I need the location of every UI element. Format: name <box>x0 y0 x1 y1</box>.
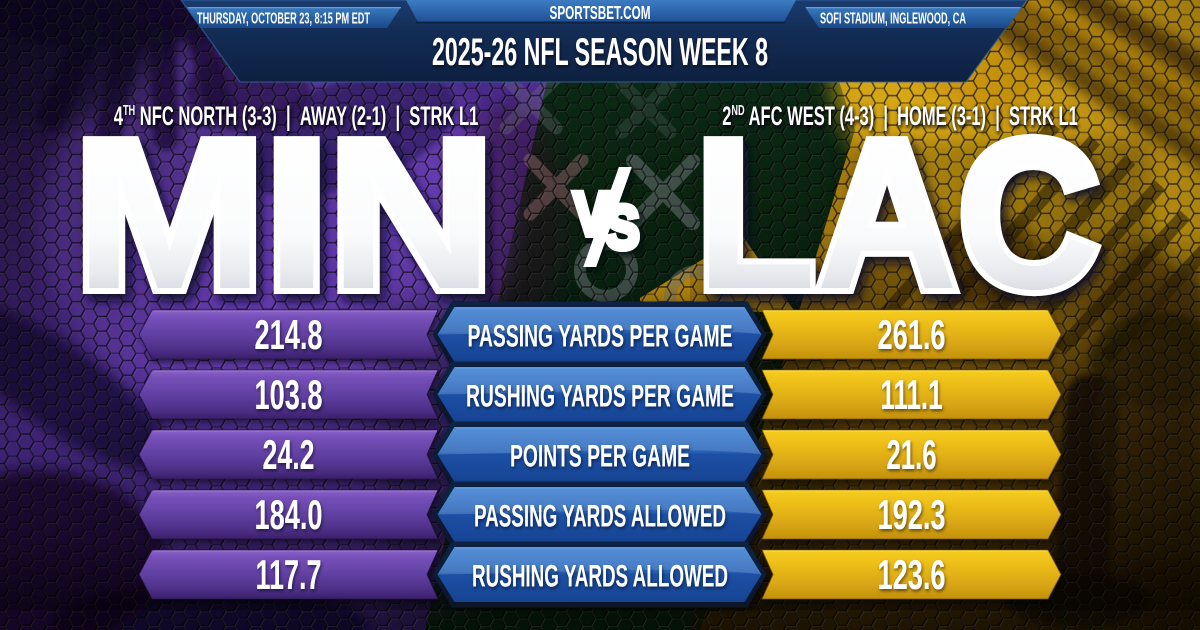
svg-text:SPORTSBET.COM: SPORTSBET.COM <box>550 2 651 23</box>
svg-text:RUSHING YARDS ALLOWED: RUSHING YARDS ALLOWED <box>472 558 728 594</box>
svg-text:192.3: 192.3 <box>878 491 946 538</box>
svg-text:103.8: 103.8 <box>255 371 323 418</box>
svg-text:2025-26 NFL SEASON WEEK 8: 2025-26 NFL SEASON WEEK 8 <box>432 31 768 74</box>
svg-text:RUSHING YARDS PER GAME: RUSHING YARDS PER GAME <box>466 378 734 414</box>
svg-text:117.7: 117.7 <box>256 551 322 598</box>
svg-text:POINTS PER GAME: POINTS PER GAME <box>510 438 690 474</box>
svg-text:PASSING YARDS ALLOWED: PASSING YARDS ALLOWED <box>474 498 726 534</box>
svg-text:261.6: 261.6 <box>878 311 946 358</box>
svg-text:THURSDAY, OCTOBER 23, 8:15 PM: THURSDAY, OCTOBER 23, 8:15 PM EDT <box>197 11 370 28</box>
svg-text:LAC: LAC <box>696 96 1100 333</box>
svg-text:111.1: 111.1 <box>881 371 943 418</box>
svg-text:21.6: 21.6 <box>887 431 937 478</box>
svg-text:184.0: 184.0 <box>255 491 323 538</box>
svg-text:SOFI STADIUM, INGLEWOOD, CA: SOFI STADIUM, INGLEWOOD, CA <box>820 11 966 28</box>
svg-text:123.6: 123.6 <box>878 551 946 598</box>
svg-text:24.2: 24.2 <box>263 431 315 478</box>
svg-text:PASSING YARDS PER GAME: PASSING YARDS PER GAME <box>468 318 733 354</box>
svg-text:214.8: 214.8 <box>255 311 323 358</box>
svg-text:MIN: MIN <box>74 96 494 333</box>
